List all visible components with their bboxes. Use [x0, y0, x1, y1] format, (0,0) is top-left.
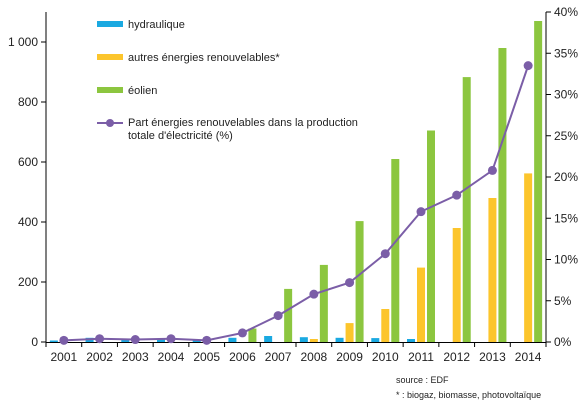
left-tick-label: 200 — [18, 275, 38, 289]
bar-hydraulique — [264, 336, 273, 342]
bar-eolien — [319, 264, 328, 342]
bar-hydraulique — [371, 338, 380, 342]
legend-label-part-line1: Part énergies renouvelables dans la prod… — [128, 117, 358, 129]
x-tick-label: 2001 — [51, 350, 78, 364]
share-point — [273, 311, 283, 321]
share-point — [166, 334, 176, 344]
share-point — [95, 334, 105, 344]
right-tick-label: 0% — [554, 335, 572, 349]
source-note: source : EDF — [396, 375, 449, 385]
bar-hydraulique — [335, 337, 344, 342]
left-axis-ticks: 0 200 400 600 800 1 000 — [8, 35, 46, 349]
left-tick-label: 1 000 — [8, 35, 38, 49]
bar-hydraulique — [49, 340, 58, 342]
legend-swatch-eolien — [97, 87, 123, 93]
bar-eolien — [498, 48, 507, 342]
right-tick-label: 25% — [554, 129, 578, 143]
bar-autres — [524, 173, 533, 342]
x-tick-label: 2010 — [372, 350, 399, 364]
left-tick-label: 800 — [18, 95, 38, 109]
bar-eolien — [462, 77, 471, 342]
x-tick-label: 2009 — [336, 350, 363, 364]
footnote: * : biogaz, biomasse, photovoltaïque — [396, 390, 541, 400]
legend: hydraulique autres énergies renouvelable… — [97, 19, 358, 142]
bar-autres — [488, 198, 497, 342]
x-tick-label: 2004 — [158, 350, 185, 364]
bar-marks — [49, 21, 543, 342]
legend-label-eolien: éolien — [128, 85, 157, 97]
share-point — [416, 207, 426, 217]
bar-autres — [452, 228, 461, 342]
legend-swatch-autres — [97, 54, 123, 60]
x-tick-label: 2007 — [265, 350, 292, 364]
x-axis-ticks: 2001 2002 2003 2004 2005 2006 2007 2008 2009 2010… — [45, 342, 547, 364]
legend-swatch-part-marker — [106, 119, 114, 127]
x-tick-label: 2013 — [479, 350, 506, 364]
share-point — [309, 289, 319, 299]
bar-eolien — [391, 159, 400, 342]
legend-label-hydraulique: hydraulique — [128, 19, 185, 31]
share-point — [523, 61, 533, 71]
bar-hydraulique — [299, 337, 308, 342]
bar-eolien — [248, 328, 257, 342]
bar-eolien — [427, 130, 435, 342]
x-tick-label: 2011 — [408, 350, 434, 364]
right-tick-label: 40% — [554, 5, 578, 19]
bar-hydraulique — [407, 339, 415, 342]
x-tick-label: 2006 — [229, 350, 256, 364]
bar-hydraulique — [121, 339, 130, 342]
share-point — [202, 335, 212, 345]
left-tick-label: 400 — [18, 215, 38, 229]
bar-autres — [345, 323, 354, 342]
x-tick-label: 2005 — [193, 350, 220, 364]
share-line-series — [59, 61, 533, 345]
right-tick-label: 30% — [554, 88, 578, 102]
right-axis-ticks: 0% 5% 10% 15% 20% 25% 30% 35% 40% — [546, 5, 578, 349]
legend-label-part-line2: totale d'électricité (%) — [128, 130, 233, 142]
share-point — [130, 335, 140, 345]
legend-label-autres: autres énergies renouvelables* — [128, 52, 280, 64]
bar-eolien — [284, 288, 293, 342]
right-tick-label: 5% — [554, 294, 572, 308]
legend-swatch-hydraulique — [97, 21, 123, 27]
bar-autres — [381, 309, 390, 342]
share-point — [380, 249, 390, 259]
share-point — [237, 328, 247, 338]
right-tick-label: 15% — [554, 211, 578, 225]
share-point — [345, 278, 355, 288]
x-tick-label: 2008 — [301, 350, 328, 364]
left-tick-label: 600 — [18, 155, 38, 169]
x-tick-label: 2012 — [443, 350, 470, 364]
bar-eolien — [534, 21, 543, 342]
x-tick-label: 2002 — [86, 350, 113, 364]
share-point — [487, 165, 497, 175]
left-tick-label: 0 — [31, 335, 38, 349]
bar-autres — [417, 267, 425, 342]
share-point — [59, 335, 69, 345]
x-tick-label: 2014 — [515, 350, 542, 364]
share-point — [452, 190, 462, 200]
share-line — [63, 65, 530, 342]
right-tick-label: 10% — [554, 253, 578, 267]
bar-hydraulique — [157, 339, 165, 342]
bar-hydraulique — [192, 340, 201, 342]
right-tick-label: 35% — [554, 46, 578, 60]
x-tick-label: 2003 — [122, 350, 149, 364]
bar-hydraulique — [228, 337, 237, 342]
bar-eolien — [355, 221, 364, 342]
bar-autres — [309, 339, 318, 342]
right-tick-label: 20% — [554, 170, 578, 184]
